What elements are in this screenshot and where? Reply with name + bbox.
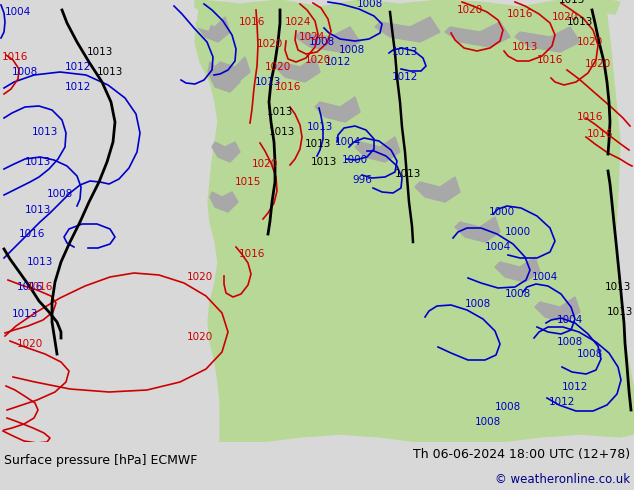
Text: 1020: 1020 <box>305 55 331 65</box>
Polygon shape <box>355 137 400 162</box>
Text: 1008: 1008 <box>505 289 531 299</box>
Text: 1013: 1013 <box>97 67 123 77</box>
Text: 1016: 1016 <box>507 9 533 19</box>
Text: © weatheronline.co.uk: © weatheronline.co.uk <box>495 473 630 486</box>
Polygon shape <box>445 22 510 47</box>
Polygon shape <box>495 257 540 282</box>
Polygon shape <box>578 17 600 34</box>
Text: 1012: 1012 <box>562 382 588 392</box>
Text: 1012: 1012 <box>549 397 575 407</box>
Text: 1004: 1004 <box>5 7 31 17</box>
Text: 1015: 1015 <box>235 177 261 187</box>
Polygon shape <box>208 62 240 92</box>
Text: 1013: 1013 <box>512 42 538 52</box>
Text: 1008: 1008 <box>47 189 73 199</box>
Text: 1000: 1000 <box>489 207 515 217</box>
Text: 1013: 1013 <box>269 127 295 137</box>
Text: 1016: 1016 <box>275 82 301 92</box>
Text: 1013: 1013 <box>255 77 281 87</box>
Text: 1013: 1013 <box>305 139 331 149</box>
Polygon shape <box>215 57 250 82</box>
Text: 1008: 1008 <box>309 37 335 47</box>
Polygon shape <box>210 192 238 212</box>
Text: 1013: 1013 <box>267 107 293 117</box>
Text: 1020: 1020 <box>457 5 483 15</box>
Polygon shape <box>198 17 230 42</box>
Text: 1013: 1013 <box>567 17 593 27</box>
Text: 1008: 1008 <box>495 402 521 412</box>
Text: 1016: 1016 <box>2 52 28 62</box>
Text: 1020: 1020 <box>257 39 283 49</box>
Text: 1013: 1013 <box>25 157 51 167</box>
Text: 1008: 1008 <box>557 337 583 347</box>
Text: 1016: 1016 <box>239 249 265 259</box>
Text: 1016: 1016 <box>577 112 603 122</box>
Polygon shape <box>275 57 320 82</box>
Text: 1020: 1020 <box>187 272 213 282</box>
Text: 1016: 1016 <box>17 282 43 292</box>
Polygon shape <box>415 177 460 202</box>
Text: 1016: 1016 <box>27 282 53 292</box>
Text: 1013: 1013 <box>307 122 333 132</box>
Text: 1000: 1000 <box>505 227 531 237</box>
Text: 1012: 1012 <box>325 57 351 67</box>
Text: 1016: 1016 <box>587 129 613 139</box>
Text: 1013: 1013 <box>559 0 585 5</box>
Text: Surface pressure [hPa] ECMWF: Surface pressure [hPa] ECMWF <box>4 454 197 467</box>
Text: 1004: 1004 <box>335 137 361 147</box>
Text: 1000: 1000 <box>342 155 368 165</box>
Text: 1013: 1013 <box>607 307 633 317</box>
Text: 1008: 1008 <box>475 417 501 427</box>
Polygon shape <box>375 17 440 42</box>
Polygon shape <box>196 18 212 30</box>
Text: 1024: 1024 <box>299 32 325 42</box>
Polygon shape <box>212 142 240 162</box>
Text: 1020: 1020 <box>17 339 43 349</box>
Text: 1004: 1004 <box>485 242 511 252</box>
Text: 1008: 1008 <box>12 67 38 77</box>
Text: 1013: 1013 <box>395 169 421 179</box>
Text: 1008: 1008 <box>339 45 365 55</box>
Text: 1013: 1013 <box>12 309 38 319</box>
Text: 1013: 1013 <box>25 205 51 215</box>
Text: 1008: 1008 <box>465 299 491 309</box>
Text: 1020: 1020 <box>187 332 213 342</box>
Polygon shape <box>535 297 580 322</box>
Text: 1004: 1004 <box>532 272 558 282</box>
Text: 1004: 1004 <box>557 315 583 325</box>
Polygon shape <box>538 10 558 24</box>
Text: 1020: 1020 <box>585 59 611 69</box>
Text: 1012: 1012 <box>65 62 91 72</box>
Text: 1020: 1020 <box>252 159 278 169</box>
Text: 1013: 1013 <box>392 47 418 57</box>
Polygon shape <box>315 97 360 122</box>
Text: 1013: 1013 <box>311 157 337 167</box>
Text: 1013: 1013 <box>87 47 113 57</box>
Polygon shape <box>515 27 580 52</box>
Text: 1008: 1008 <box>577 349 603 359</box>
Text: 1013: 1013 <box>27 257 53 267</box>
Text: 1020: 1020 <box>265 62 291 72</box>
Text: 1016: 1016 <box>239 17 265 27</box>
Text: 1020: 1020 <box>577 37 603 47</box>
Text: 1012: 1012 <box>65 82 91 92</box>
Text: 1008: 1008 <box>357 0 383 9</box>
Polygon shape <box>195 0 634 442</box>
Text: 1016: 1016 <box>19 229 45 239</box>
Polygon shape <box>295 27 360 52</box>
Text: 1020: 1020 <box>552 12 578 22</box>
Text: 1013: 1013 <box>605 282 631 292</box>
Text: 1012: 1012 <box>392 72 418 82</box>
Text: 1024: 1024 <box>285 17 311 27</box>
Text: 1013: 1013 <box>32 127 58 137</box>
Polygon shape <box>598 0 620 14</box>
Polygon shape <box>455 217 500 242</box>
Text: 1016: 1016 <box>537 55 563 65</box>
Text: Th 06-06-2024 18:00 UTC (12+78): Th 06-06-2024 18:00 UTC (12+78) <box>413 447 630 461</box>
Text: 996: 996 <box>352 175 372 185</box>
Polygon shape <box>558 0 578 14</box>
Polygon shape <box>195 0 215 14</box>
